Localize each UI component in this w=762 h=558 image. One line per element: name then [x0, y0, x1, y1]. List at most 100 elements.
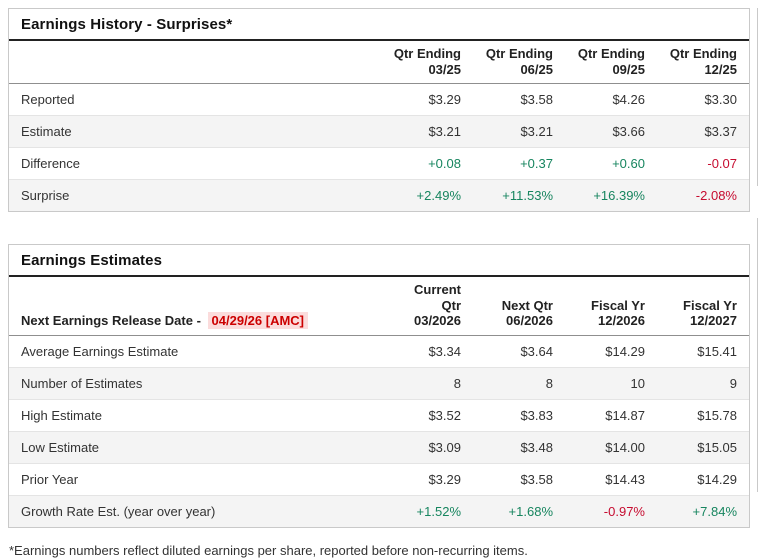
header-line: 06/2026 [506, 313, 553, 329]
row-label: Average Earnings Estimate [21, 343, 179, 359]
column-header: Fiscal Yr 12/2027 [657, 277, 749, 336]
value-cell: $3.48 [473, 430, 565, 464]
header-line: 12/2026 [598, 313, 645, 329]
row-label: High Estimate [9, 398, 381, 432]
header-line: Fiscal Yr [683, 297, 737, 313]
value-cell: $3.30 [704, 92, 737, 108]
header-line: 12/25 [704, 61, 737, 77]
table-row: Difference +0.08 +0.37 +0.60 -0.07 [9, 147, 749, 180]
header-line: 12/2027 [690, 313, 737, 329]
header-line: Qtr Ending [669, 46, 737, 61]
earnings-estimates-table: Next Earnings Release Date - 04/29/26 [A… [9, 277, 749, 527]
value-cell: $3.52 [381, 398, 473, 432]
value-cell: $3.21 [473, 115, 565, 148]
next-earnings-release-cell: Next Earnings Release Date - 04/29/26 [A… [9, 277, 381, 336]
value-cell: +7.84% [657, 494, 749, 527]
table-row: Prior Year $3.29 $3.58 $14.43 $14.29 [9, 462, 749, 496]
value-cell: $3.34 [428, 343, 461, 359]
value-cell: $15.78 [657, 398, 749, 432]
header-line: Fiscal Yr [591, 297, 645, 313]
row-label: Prior Year [9, 462, 381, 496]
table-row: Growth Rate Est. (year over year) +1.52%… [9, 494, 749, 527]
value-cell: -2.08% [657, 179, 749, 212]
row-label: Number of Estimates [9, 366, 381, 400]
value-cell: $3.66 [565, 115, 657, 148]
adjacent-panel-edge [757, 8, 758, 186]
value-cell: $3.37 [657, 115, 749, 148]
header-line: Next Qtr [501, 297, 553, 313]
footnote: *Earnings numbers reflect diluted earnin… [9, 542, 528, 558]
value-cell: $3.64 [520, 343, 553, 359]
column-header: Qtr Ending 03/25 [381, 41, 473, 85]
value-cell: +0.08 [381, 147, 473, 180]
value-cell: +0.37 [473, 147, 565, 180]
header-line: 06/25 [520, 61, 553, 77]
content-column: Earnings History - Surprises* Qtr Ending… [8, 8, 750, 558]
header-line: 03/25 [428, 61, 461, 77]
row-label: Surprise [9, 179, 381, 212]
value-cell: $3.09 [381, 430, 473, 464]
header-line: Current Qtr [414, 282, 461, 313]
value-cell: 8 [473, 366, 565, 400]
value-cell: $14.29 [605, 343, 645, 359]
value-cell: $3.21 [381, 115, 473, 148]
value-cell: +11.53% [473, 179, 565, 212]
earnings-history-panel: Earnings History - Surprises* Qtr Ending… [8, 8, 750, 213]
value-cell: 10 [565, 366, 657, 400]
row-label: Estimate [9, 115, 381, 148]
value-cell: $3.29 [381, 462, 473, 496]
header-line: Qtr Ending [393, 46, 461, 61]
value-cell: -0.07 [657, 147, 749, 180]
row-label: Reported [21, 92, 75, 108]
table-row: Average Earnings Estimate $3.34 $3.64 $1… [9, 335, 749, 367]
adjacent-panel-edge [757, 218, 758, 492]
value-cell: $4.26 [612, 92, 645, 108]
table-row: Estimate $3.21 $3.21 $3.66 $3.37 [9, 115, 749, 148]
value-cell: $14.43 [565, 462, 657, 496]
earnings-estimates-panel: Earnings Estimates Next Earnings Release… [8, 244, 750, 528]
value-cell: $3.29 [428, 92, 461, 108]
value-cell: +0.60 [565, 147, 657, 180]
value-cell: $14.00 [565, 430, 657, 464]
column-header: Qtr Ending 09/25 [565, 41, 657, 85]
column-header: Qtr Ending 12/25 [657, 41, 749, 85]
header-line: Qtr Ending [577, 46, 645, 61]
value-cell: $3.58 [520, 92, 553, 108]
header-line: Qtr Ending [485, 46, 553, 61]
value-cell: -0.97% [565, 494, 657, 527]
earnings-history-table: Qtr Ending 03/25 Qtr Ending 06/25 Qtr En… [9, 41, 749, 212]
value-cell: +1.52% [381, 494, 473, 527]
value-cell: +2.49% [381, 179, 473, 212]
header-row: Qtr Ending 03/25 Qtr Ending 06/25 Qtr En… [9, 41, 749, 85]
value-cell: +1.68% [473, 494, 565, 527]
column-header: Current Qtr 03/2026 [381, 277, 473, 336]
next-earnings-release-date: 04/29/26 [AMC] [207, 312, 309, 330]
value-cell: 8 [381, 366, 473, 400]
empty-header-cell [9, 41, 381, 85]
column-header: Fiscal Yr 12/2026 [565, 277, 657, 336]
header-row: Next Earnings Release Date - 04/29/26 [A… [9, 277, 749, 336]
next-earnings-release-label: Next Earnings Release Date - [21, 313, 205, 329]
column-header: Qtr Ending 06/25 [473, 41, 565, 85]
value-cell: $3.58 [473, 462, 565, 496]
row-label: Difference [9, 147, 381, 180]
table-row: High Estimate $3.52 $3.83 $14.87 $15.78 [9, 398, 749, 432]
table-row: Surprise +2.49% +11.53% +16.39% -2.08% [9, 179, 749, 212]
value-cell: $14.87 [565, 398, 657, 432]
table-row: Reported $3.29 $3.58 $4.26 $3.30 [9, 84, 749, 116]
value-cell: $15.41 [697, 343, 737, 359]
header-line: 09/25 [612, 61, 645, 77]
earnings-estimates-title: Earnings Estimates [9, 245, 749, 278]
table-row: Low Estimate $3.09 $3.48 $14.00 $15.05 [9, 430, 749, 464]
value-cell: +16.39% [565, 179, 657, 212]
row-label: Growth Rate Est. (year over year) [9, 494, 381, 527]
value-cell: $14.29 [657, 462, 749, 496]
value-cell: 9 [657, 366, 749, 400]
value-cell: $15.05 [657, 430, 749, 464]
value-cell: $3.83 [473, 398, 565, 432]
earnings-history-title: Earnings History - Surprises* [9, 9, 749, 41]
header-line: 03/2026 [414, 313, 461, 329]
row-label: Low Estimate [9, 430, 381, 464]
column-header: Next Qtr 06/2026 [473, 277, 565, 336]
table-row: Number of Estimates 8 8 10 9 [9, 366, 749, 400]
